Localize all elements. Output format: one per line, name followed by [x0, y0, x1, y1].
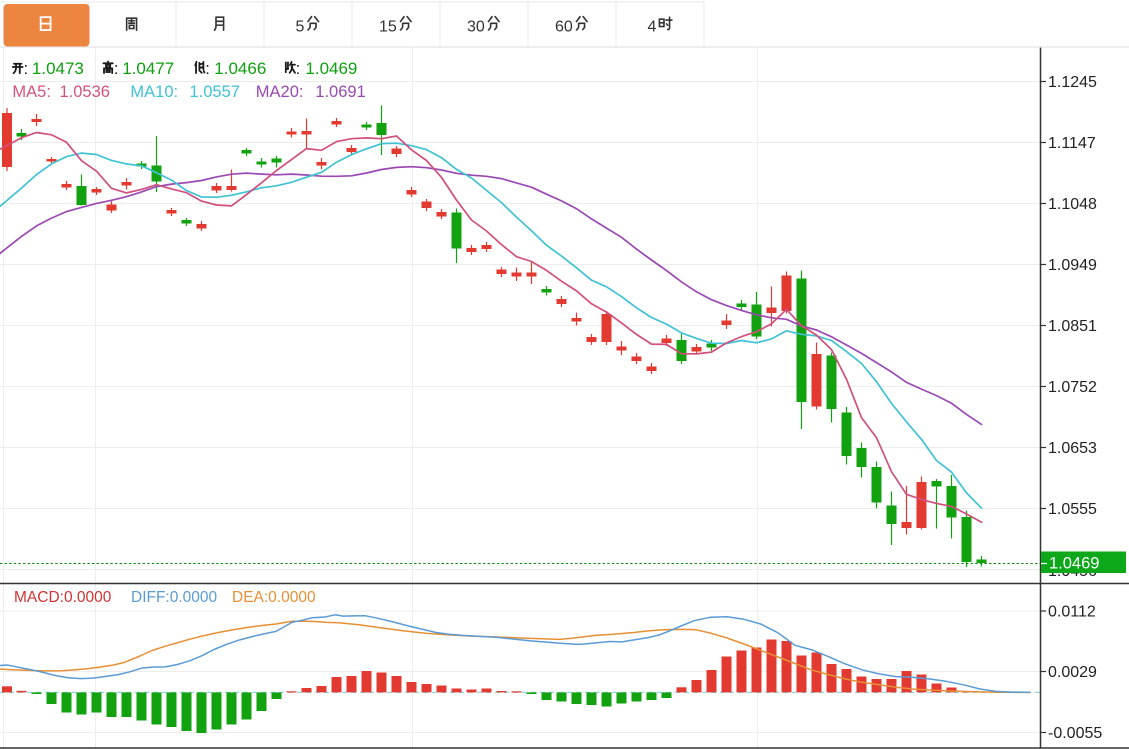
svg-text:5: 5 [296, 19, 305, 36]
svg-text:MA10:: MA10: [130, 83, 178, 101]
svg-text:MA5:: MA5: [12, 83, 51, 101]
svg-text:30: 30 [467, 19, 485, 36]
svg-text:0.0112: 0.0112 [1048, 604, 1096, 621]
svg-text:1.0752: 1.0752 [1048, 379, 1097, 396]
svg-text:4: 4 [648, 19, 657, 36]
svg-text:1.0466: 1.0466 [214, 59, 266, 78]
svg-text:1.0653: 1.0653 [1048, 440, 1097, 457]
svg-text:1.0469: 1.0469 [305, 59, 357, 78]
svg-text::: : [296, 60, 301, 78]
svg-text:DEA:0.0000: DEA:0.0000 [232, 589, 316, 606]
svg-text:DIFF:0.0000: DIFF:0.0000 [131, 589, 218, 606]
svg-text::: : [24, 60, 29, 78]
svg-text:1.0469: 1.0469 [1049, 555, 1099, 573]
svg-text:60: 60 [555, 19, 573, 36]
svg-text:MA20:: MA20: [256, 83, 304, 101]
svg-text:1.0473: 1.0473 [32, 59, 84, 78]
svg-text:15: 15 [379, 19, 397, 36]
svg-text:1.1245: 1.1245 [1048, 74, 1097, 91]
svg-text:1.0555: 1.0555 [1048, 501, 1097, 518]
svg-text::: : [205, 60, 210, 78]
svg-text:1.0949: 1.0949 [1048, 257, 1097, 274]
svg-text:-0.0055: -0.0055 [1048, 725, 1102, 742]
svg-text:0.0029: 0.0029 [1048, 664, 1097, 681]
svg-text:MACD:0.0000: MACD:0.0000 [14, 589, 112, 606]
svg-text:1.0691: 1.0691 [315, 83, 365, 101]
svg-text:1.0477: 1.0477 [122, 59, 174, 78]
svg-text:1.1147: 1.1147 [1048, 135, 1096, 152]
svg-text:1.0536: 1.0536 [60, 83, 110, 101]
svg-text::: : [114, 60, 119, 78]
svg-text:1.1048: 1.1048 [1048, 196, 1097, 213]
svg-text:1.0851: 1.0851 [1048, 318, 1097, 335]
svg-text:1.0557: 1.0557 [190, 83, 240, 101]
